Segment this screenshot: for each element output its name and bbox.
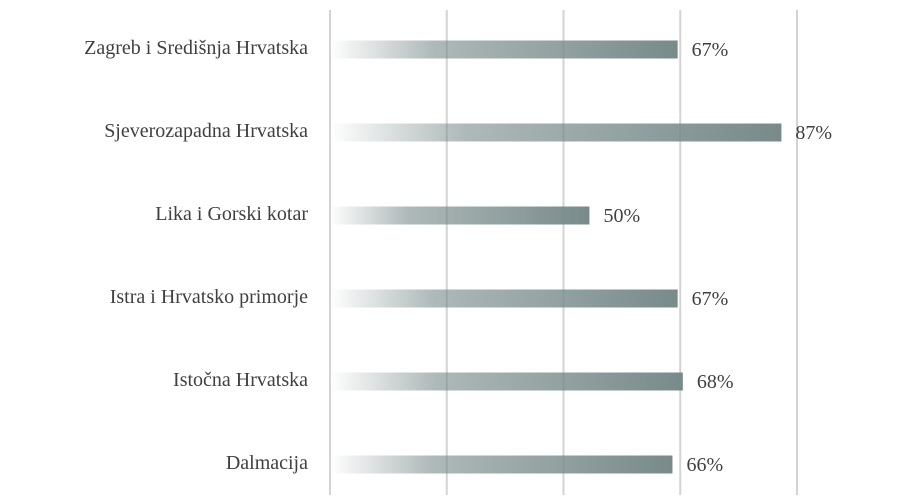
bar <box>330 372 683 391</box>
bar <box>330 455 673 474</box>
bar <box>330 206 590 225</box>
bar <box>330 40 678 59</box>
category-label: Lika i Gorski kotar <box>155 203 308 225</box>
category-label: Dalmacija <box>226 452 308 474</box>
value-label: 66% <box>686 454 723 476</box>
category-label: Zagreb i Središnja Hrvatska <box>84 37 308 59</box>
category-label: Istočna Hrvatska <box>173 369 308 391</box>
value-label: 68% <box>697 371 734 393</box>
category-label: Sjeverozapadna Hrvatska <box>104 120 308 142</box>
category-label: Istra i Hrvatsko primorje <box>110 286 308 308</box>
value-label: 67% <box>692 288 729 310</box>
value-label: 50% <box>603 205 640 227</box>
value-label: 67% <box>692 39 729 61</box>
bar <box>330 123 782 142</box>
value-label: 87% <box>795 122 832 144</box>
bar <box>330 289 678 308</box>
